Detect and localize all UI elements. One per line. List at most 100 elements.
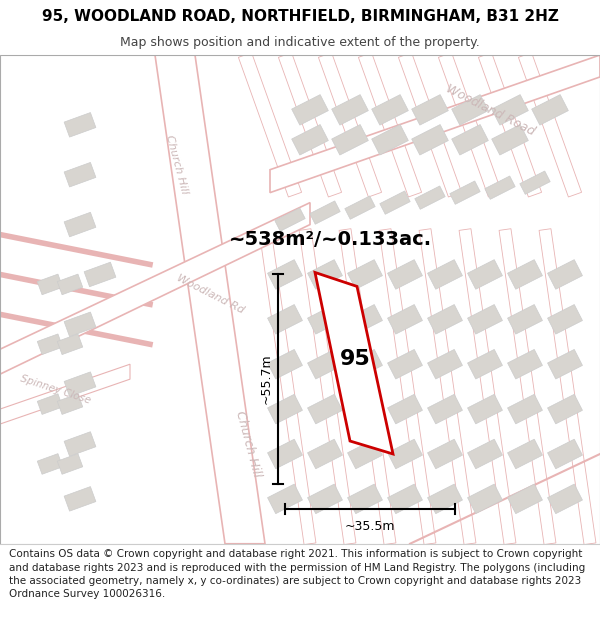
Polygon shape [371,124,409,155]
Polygon shape [347,349,382,379]
Polygon shape [332,124,368,155]
Polygon shape [64,487,96,511]
Text: Contains OS data © Crown copyright and database right 2021. This information is : Contains OS data © Crown copyright and d… [9,549,585,599]
Text: 95: 95 [340,349,370,369]
Polygon shape [548,259,583,289]
Polygon shape [345,196,375,219]
Polygon shape [428,349,463,379]
Polygon shape [315,272,393,454]
Text: Church Hill: Church Hill [164,134,190,196]
Polygon shape [268,484,302,514]
Polygon shape [64,162,96,187]
Polygon shape [347,394,382,424]
Polygon shape [347,304,382,334]
Polygon shape [398,52,461,197]
Polygon shape [347,484,382,514]
Polygon shape [467,394,502,424]
Polygon shape [380,191,410,214]
Polygon shape [308,439,343,469]
Polygon shape [270,55,600,192]
Polygon shape [428,439,463,469]
Polygon shape [415,186,445,209]
Polygon shape [548,439,583,469]
Polygon shape [278,52,341,197]
Text: Map shows position and indicative extent of the property.: Map shows position and indicative extent… [120,36,480,49]
Polygon shape [412,124,448,155]
Polygon shape [57,454,83,474]
Polygon shape [259,229,316,544]
Polygon shape [347,439,382,469]
Polygon shape [452,94,488,125]
Polygon shape [388,484,422,514]
Polygon shape [428,394,463,424]
Polygon shape [292,124,328,155]
Polygon shape [57,334,83,354]
Polygon shape [0,202,310,374]
Polygon shape [308,304,343,334]
Polygon shape [532,94,568,125]
Polygon shape [268,394,302,424]
Polygon shape [419,229,476,544]
Polygon shape [548,304,583,334]
Text: ~538m²/~0.133ac.: ~538m²/~0.133ac. [229,230,431,249]
Polygon shape [319,52,382,197]
Polygon shape [332,94,368,125]
Polygon shape [508,439,542,469]
Polygon shape [467,439,502,469]
Polygon shape [64,312,96,337]
Polygon shape [37,274,63,295]
Polygon shape [539,229,596,544]
Polygon shape [467,304,502,334]
Polygon shape [388,439,422,469]
Polygon shape [64,213,96,237]
Polygon shape [508,349,542,379]
Polygon shape [491,94,529,125]
Polygon shape [508,304,542,334]
Text: Woodland Rd: Woodland Rd [175,273,245,316]
Polygon shape [358,52,422,197]
Polygon shape [268,439,302,469]
Polygon shape [238,52,302,197]
Polygon shape [388,349,422,379]
Polygon shape [508,394,542,424]
Polygon shape [412,94,448,125]
Polygon shape [155,55,265,544]
Polygon shape [428,484,463,514]
Polygon shape [388,259,422,289]
Polygon shape [371,94,409,125]
Polygon shape [308,259,343,289]
Polygon shape [428,304,463,334]
Polygon shape [467,484,502,514]
Polygon shape [388,304,422,334]
Polygon shape [268,259,302,289]
Polygon shape [64,112,96,137]
Polygon shape [548,484,583,514]
Polygon shape [467,259,502,289]
Polygon shape [64,432,96,456]
Polygon shape [268,349,302,379]
Polygon shape [275,208,305,231]
Polygon shape [508,484,542,514]
Polygon shape [450,181,480,204]
Polygon shape [84,262,116,287]
Text: ~35.5m: ~35.5m [345,520,395,533]
Text: 95, WOODLAND ROAD, NORTHFIELD, BIRMINGHAM, B31 2HZ: 95, WOODLAND ROAD, NORTHFIELD, BIRMINGHA… [41,9,559,24]
Polygon shape [379,229,436,544]
Polygon shape [548,394,583,424]
Text: Church Hill: Church Hill [233,409,263,479]
Polygon shape [467,349,502,379]
Polygon shape [485,176,515,199]
Polygon shape [388,394,422,424]
Polygon shape [57,394,83,414]
Polygon shape [518,52,581,197]
Polygon shape [491,124,529,155]
Polygon shape [508,259,542,289]
Polygon shape [268,304,302,334]
Polygon shape [299,229,356,544]
Polygon shape [439,52,502,197]
Text: ~55.7m: ~55.7m [260,354,272,404]
Polygon shape [57,274,83,295]
Polygon shape [292,94,328,125]
Polygon shape [0,364,130,424]
Polygon shape [308,349,343,379]
